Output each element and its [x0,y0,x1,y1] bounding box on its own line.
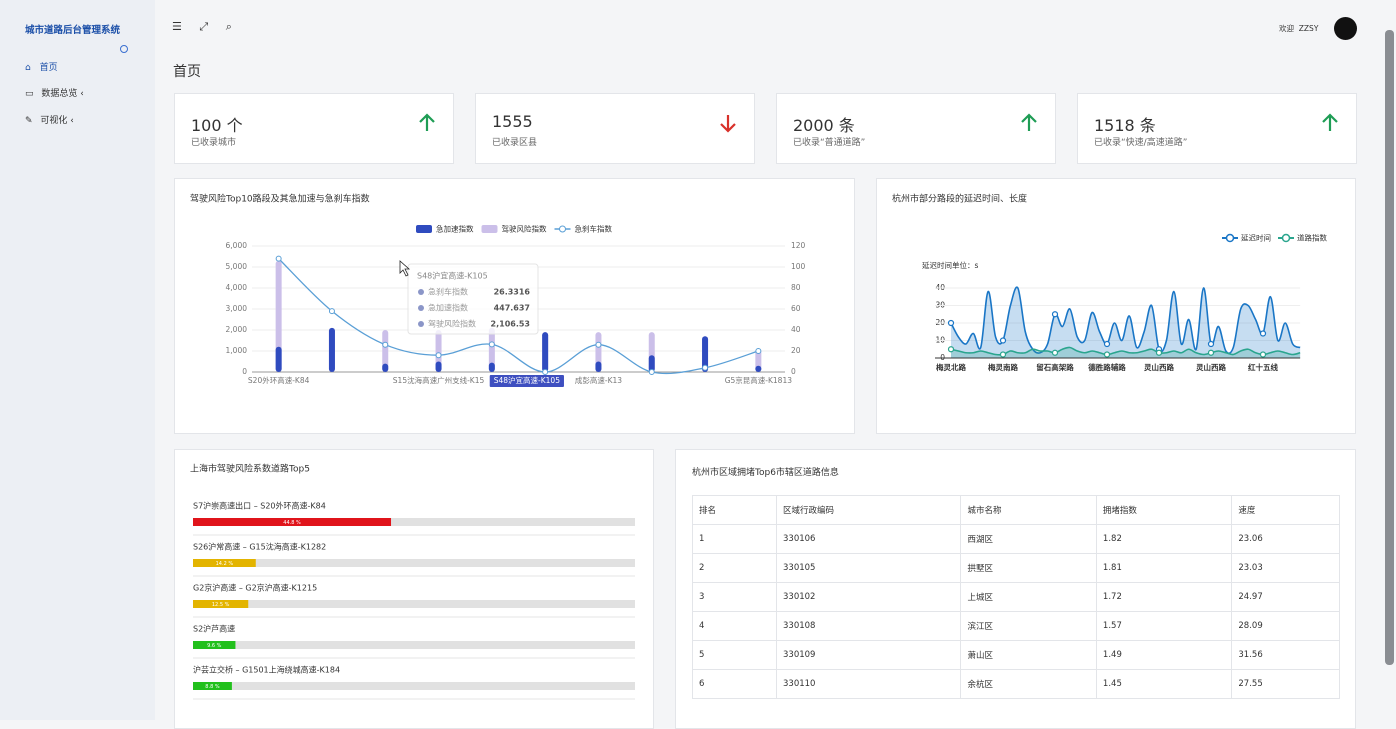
avatar[interactable] [1334,17,1357,40]
table-cell: 6 [692,669,777,699]
fullscreen[interactable]: ⤢ [199,20,209,33]
table-header: 排名 区域行政编码 城市名称 拥堵指数 速度 [692,495,1340,525]
scrollbar[interactable] [1385,30,1394,665]
table-title: 杭州市区域拥堵Top6市辖区道路信息 [692,468,839,478]
trend-arrow [419,113,435,131]
chart-card [876,178,1356,434]
table-cell: 上城区 [960,582,1097,612]
stat-label: 已收录城市 [191,138,237,148]
table-cell: 330105 [775,553,962,583]
table-cell: 28.09 [1231,611,1340,641]
table-cell: 1 [692,524,777,554]
table-cell: 23.03 [1231,553,1340,583]
arrow [1021,113,1037,131]
table-cell: 330110 [775,669,962,699]
sidebar: 城市道路后台管理系统 ⌂ 首页 ▭ 数据总览 ‹ ✎ 可视化 ‹ [0,0,155,720]
menu-item[interactable]: ⌂ 首页 [25,63,58,73]
menu-label: 可视化 [40,116,68,126]
table-cell: 1.82 [1095,524,1233,554]
table-cell: 余杭区 [960,669,1097,699]
header-cell: 城市名称 [960,495,1097,525]
header-cell: 排名 [692,495,777,525]
menu-item[interactable]: ✎ 可视化 ‹ [25,116,74,126]
trend-arrow [720,115,736,133]
toolbar: ☰ ⤢ ⌕ [172,20,232,34]
arrow [1322,113,1338,131]
header-cell: 速度 [1231,495,1340,525]
table-cell: 27.55 [1231,669,1340,699]
stat-value: 2000 条 [793,116,855,135]
table-row: 1 330106 西湖区 1.82 23.06 [692,524,1340,554]
welcome-text: 欢迎 [1279,24,1294,33]
arrow [720,115,736,133]
stat-value: 1518 条 [1094,116,1156,135]
table-cell: 330106 [775,524,962,554]
search[interactable]: ⌕ [225,20,232,33]
table-cell: 3 [692,582,777,612]
table-cell: 24.97 [1231,582,1340,612]
table-cell: 330108 [775,611,962,641]
chart-card [174,178,855,434]
table-row: 4 330108 滨江区 1.57 28.09 [692,611,1340,641]
table-cell: 1.45 [1095,669,1233,699]
table-row: 2 330105 拱墅区 1.81 23.03 [692,553,1340,583]
header-cell: 区域行政编码 [775,495,962,525]
table-cell: 1.81 [1095,553,1233,583]
menu-toggle[interactable]: ☰ [172,20,182,33]
stat-card: 1518 条已收录“快速/高速道路” [1077,93,1357,164]
table-cell: 萧山区 [960,640,1097,670]
collapse-dot[interactable] [120,45,128,53]
table-cell: 5 [692,640,777,670]
table-cell: 滨江区 [960,611,1097,641]
table-cell: 2 [692,553,777,583]
table-cell: 330109 [775,640,962,670]
stat-label: 已收录区县 [492,138,538,148]
trend-arrow [1021,113,1037,131]
menu-label: 首页 [39,63,58,73]
menu-label: 数据总览 [41,89,78,99]
page-title: 首页 [173,64,201,80]
arrow [419,113,435,131]
table-cell: 330102 [775,582,962,612]
stat-value: 1555 [492,112,533,131]
table-cell: 1.57 [1095,611,1233,641]
table-cell: 1.72 [1095,582,1233,612]
welcome: 欢迎 ZZSY [1279,23,1318,34]
stat-label: 已收录“快速/高速道路” [1094,138,1188,148]
table-cell: 西湖区 [960,524,1097,554]
table-cell: 1.49 [1095,640,1233,670]
menu-item[interactable]: ▭ 数据总览 ‹ [25,89,84,99]
stat-value: 100 个 [191,116,243,135]
table-row: 6 330110 余杭区 1.45 27.55 [692,669,1340,699]
table-cell: 拱墅区 [960,553,1097,583]
app-title: 城市道路后台管理系统 [25,25,121,36]
table-row: 5 330109 萧山区 1.49 31.56 [692,640,1340,670]
header-cell: 拥堵指数 [1095,495,1233,525]
table-cell: 4 [692,611,777,641]
table: 排名 区域行政编码 城市名称 拥堵指数 速度 1 330106 西湖区 1.82 23.06 2 33… [692,495,1340,699]
table-cell: 31.56 [1231,640,1340,670]
table-card: 杭州市区域拥堵Top6市辖区道路信息 排名 区域行政编码 城市名称 拥堵指数 速度 1 33… [675,449,1356,729]
stat-label: 已收录“普通道路” [793,138,866,148]
trend-arrow [1322,113,1338,131]
stat-card: 2000 条已收录“普通道路” [776,93,1056,164]
user-name: ZZSY [1298,24,1319,33]
table-cell: 23.06 [1231,524,1340,554]
stat-card: 100 个已收录城市 [174,93,454,164]
stat-card: 1555 已收录区县 [475,93,755,164]
chart-card [174,449,654,729]
table-row: 3 330102 上城区 1.72 24.97 [692,582,1340,612]
